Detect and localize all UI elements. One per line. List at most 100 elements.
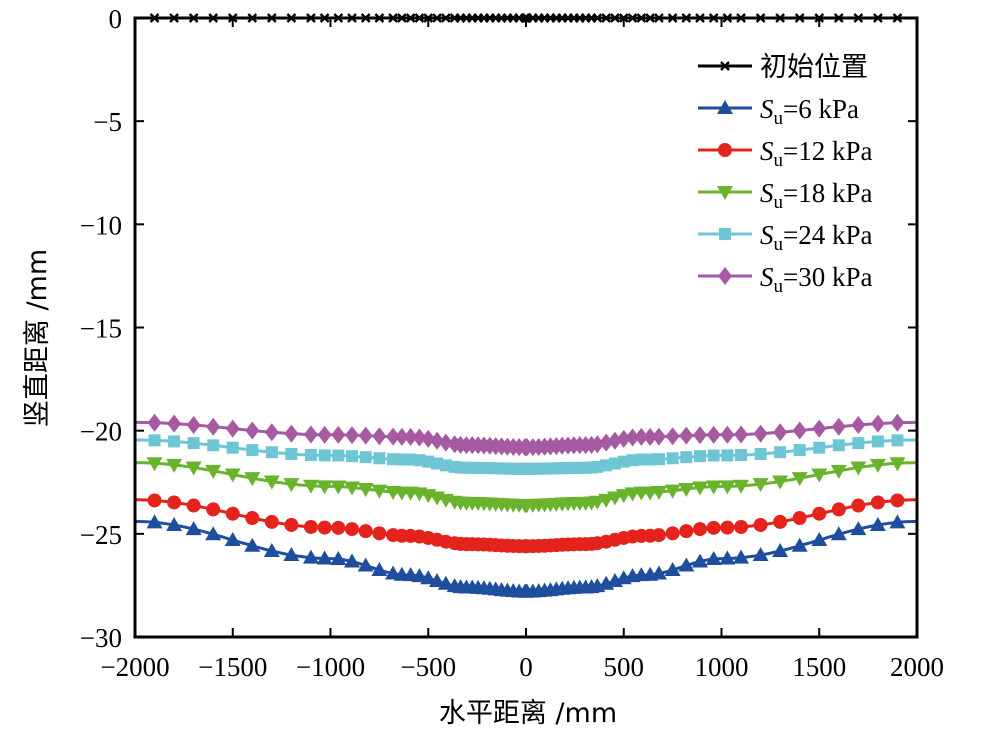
data-point bbox=[303, 519, 318, 534]
legend-entry: Su=12 kPa bbox=[698, 136, 872, 171]
data-point bbox=[284, 424, 299, 443]
data-point bbox=[371, 484, 388, 499]
data-point bbox=[734, 425, 749, 444]
data-point bbox=[304, 449, 317, 462]
data-point bbox=[664, 484, 681, 499]
series-layer bbox=[134, 13, 918, 598]
data-point bbox=[831, 502, 846, 517]
data-point bbox=[246, 444, 259, 457]
data-point bbox=[265, 446, 278, 459]
data-point bbox=[167, 414, 182, 433]
data-point bbox=[283, 547, 300, 562]
data-point bbox=[606, 491, 623, 506]
data-point bbox=[792, 511, 807, 526]
series-1 bbox=[135, 514, 917, 598]
data-point bbox=[733, 549, 750, 564]
data-point bbox=[634, 427, 649, 446]
legend-label: Su=24 kPa bbox=[760, 220, 872, 255]
y-tick-label: −10 bbox=[80, 210, 122, 240]
legend-label: 初始位置 bbox=[760, 52, 868, 83]
data-point bbox=[678, 482, 695, 497]
data-point bbox=[147, 493, 162, 508]
data-point bbox=[357, 557, 374, 572]
legend-marker bbox=[718, 267, 732, 285]
data-point bbox=[185, 461, 202, 476]
data-point bbox=[851, 415, 866, 434]
data-point bbox=[691, 481, 708, 496]
legend-marker bbox=[719, 228, 731, 240]
data-point bbox=[403, 427, 418, 446]
data-point bbox=[664, 562, 681, 577]
data-point bbox=[166, 458, 183, 473]
data-point bbox=[752, 547, 769, 562]
series-2 bbox=[135, 493, 917, 554]
data-point bbox=[871, 435, 884, 448]
data-point bbox=[720, 520, 735, 535]
data-point bbox=[811, 532, 828, 547]
x-tick-label: 2000 bbox=[890, 652, 944, 682]
data-point bbox=[345, 522, 360, 537]
y-tick-label: 0 bbox=[109, 4, 123, 34]
data-point bbox=[344, 553, 361, 568]
data-point bbox=[438, 433, 453, 452]
legend-label: Su=6 kPa bbox=[760, 94, 859, 129]
y-tick-label: −20 bbox=[80, 417, 122, 447]
data-point bbox=[832, 439, 845, 452]
data-point bbox=[421, 429, 436, 448]
data-point bbox=[205, 464, 222, 479]
data-point bbox=[643, 427, 658, 446]
data-point bbox=[146, 514, 163, 529]
data-point bbox=[869, 516, 886, 531]
y-tick-label: −30 bbox=[80, 623, 122, 653]
data-point bbox=[167, 495, 182, 510]
data-point bbox=[264, 423, 279, 442]
data-point bbox=[720, 425, 735, 444]
legend-label: Su=12 kPa bbox=[760, 136, 872, 171]
legend-label: Su=30 kPa bbox=[760, 262, 872, 297]
data-point bbox=[224, 532, 241, 547]
data-point bbox=[412, 428, 427, 447]
data-point bbox=[870, 495, 885, 510]
data-point bbox=[652, 453, 665, 466]
x-tick-label: −2000 bbox=[100, 652, 169, 682]
data-point bbox=[263, 475, 280, 490]
data-point bbox=[734, 519, 749, 534]
data-point bbox=[607, 431, 622, 450]
data-point bbox=[733, 479, 750, 494]
data-point bbox=[869, 458, 886, 473]
data-point bbox=[264, 514, 279, 529]
data-point bbox=[679, 524, 694, 539]
data-point bbox=[206, 417, 221, 436]
data-point bbox=[359, 451, 372, 464]
series-line bbox=[135, 520, 917, 594]
legend-entry: Su=30 kPa bbox=[698, 262, 872, 297]
legend-marker bbox=[717, 100, 733, 114]
data-point bbox=[437, 575, 454, 590]
data-point bbox=[616, 429, 631, 448]
data-point bbox=[205, 526, 222, 541]
data-point bbox=[651, 528, 666, 543]
legend-label: Su=18 kPa bbox=[760, 178, 872, 213]
x-axis-title: 水平距离 /mm bbox=[439, 698, 617, 729]
legend-marker bbox=[717, 186, 733, 200]
data-point bbox=[263, 542, 280, 557]
data-point bbox=[285, 447, 298, 460]
x-tick-label: −500 bbox=[400, 652, 456, 682]
data-point bbox=[244, 472, 261, 487]
data-point bbox=[357, 482, 374, 497]
data-point bbox=[330, 550, 347, 565]
data-point bbox=[650, 485, 667, 500]
data-point bbox=[371, 562, 388, 577]
data-point bbox=[665, 427, 680, 446]
data-point bbox=[372, 427, 387, 446]
data-point bbox=[598, 493, 615, 508]
data-point bbox=[225, 506, 240, 521]
data-point bbox=[420, 570, 437, 585]
legend-entry: Su=18 kPa bbox=[698, 178, 872, 213]
data-point bbox=[207, 439, 220, 452]
data-point bbox=[317, 520, 332, 535]
data-point bbox=[244, 537, 261, 552]
data-point bbox=[245, 511, 260, 526]
series-5 bbox=[135, 413, 917, 457]
data-point bbox=[331, 425, 346, 444]
